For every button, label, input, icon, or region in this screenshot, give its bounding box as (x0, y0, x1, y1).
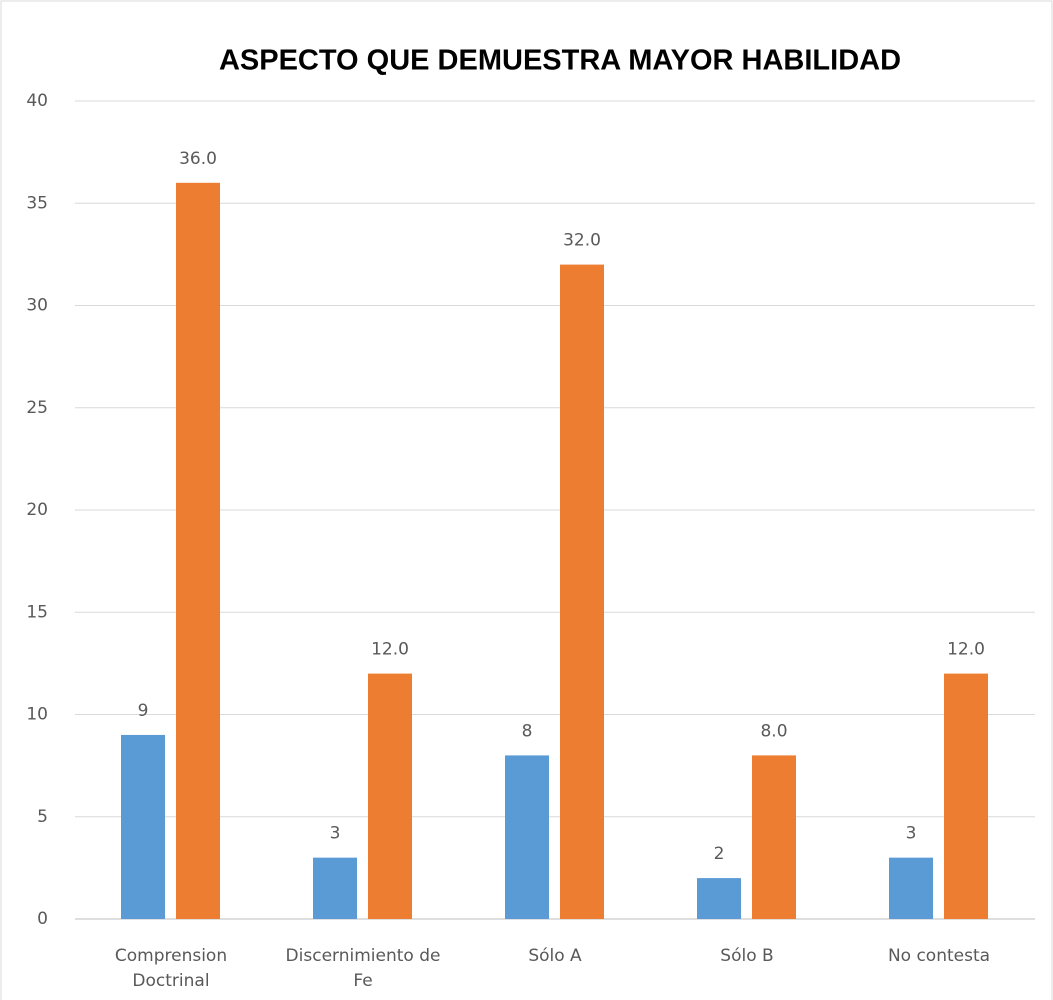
data-label: 3 (906, 824, 917, 844)
bar (697, 878, 741, 919)
y-tick-label: 10 (26, 705, 48, 725)
y-tick-label: 25 (26, 398, 48, 418)
bar (176, 182, 220, 920)
bar (313, 857, 357, 919)
bar (944, 673, 988, 919)
data-label: 3 (330, 824, 341, 844)
x-tick-label: Comprension Doctrinal (114, 946, 228, 991)
bar (121, 734, 165, 919)
x-tick-label: Sólo A (528, 946, 582, 966)
y-tick-label: 15 (26, 602, 48, 622)
x-tick-label: Sólo B (720, 946, 774, 966)
y-tick-label: 30 (26, 296, 48, 316)
y-tick-label: 0 (37, 909, 48, 929)
data-label: 2 (714, 844, 725, 864)
data-label: 12.0 (947, 640, 985, 660)
y-tick-label: 5 (37, 807, 48, 827)
bar (368, 673, 412, 919)
y-tick-label: 20 (26, 500, 48, 520)
bar (752, 755, 796, 919)
data-label: 8 (522, 721, 533, 741)
data-label: 12.0 (371, 640, 409, 660)
x-tick-label: No contesta (887, 946, 991, 966)
bar (889, 857, 933, 919)
data-label: 9 (138, 701, 149, 721)
data-label: 32.0 (563, 231, 601, 251)
data-label: 8.0 (760, 721, 787, 741)
y-tick-label: 35 (26, 193, 48, 213)
data-label: 36.0 (179, 149, 217, 169)
bar (505, 755, 549, 919)
chart-title: ASPECTO QUE DEMUESTRA MAYOR HABILIDAD (219, 45, 901, 77)
bar (560, 264, 604, 920)
y-tick-label: 40 (26, 91, 48, 111)
x-tick-label: Discernimiento de Fe (285, 946, 441, 991)
